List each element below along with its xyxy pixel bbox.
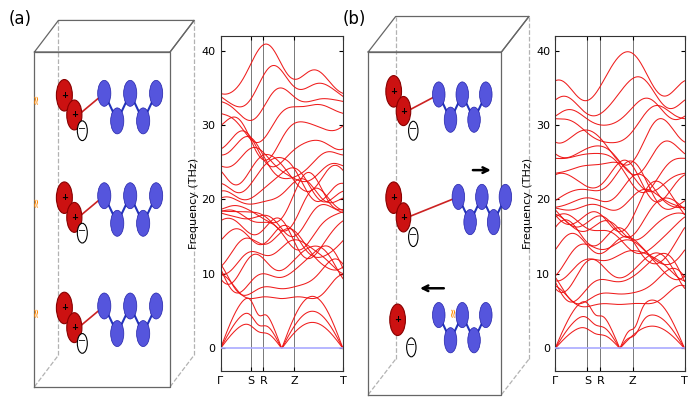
Text: −: − — [78, 226, 86, 236]
Circle shape — [124, 183, 136, 209]
Circle shape — [433, 303, 445, 328]
Circle shape — [111, 210, 124, 236]
Circle shape — [396, 203, 411, 232]
Circle shape — [452, 184, 465, 210]
Text: −: − — [78, 124, 86, 134]
Circle shape — [409, 228, 418, 246]
Circle shape — [499, 184, 512, 210]
Text: +: + — [390, 193, 397, 202]
Circle shape — [136, 108, 150, 134]
Circle shape — [77, 121, 88, 140]
Circle shape — [409, 121, 418, 140]
Text: +: + — [400, 106, 407, 116]
Circle shape — [57, 292, 72, 324]
Text: −: − — [407, 340, 415, 350]
Circle shape — [468, 328, 480, 353]
Circle shape — [386, 182, 402, 213]
Text: +: + — [400, 213, 407, 222]
Text: −: − — [410, 124, 417, 134]
Circle shape — [433, 82, 445, 107]
Circle shape — [464, 210, 477, 235]
Circle shape — [468, 107, 480, 132]
Circle shape — [77, 223, 88, 243]
Circle shape — [124, 80, 136, 106]
Circle shape — [150, 293, 162, 319]
Circle shape — [150, 183, 162, 209]
Circle shape — [480, 82, 492, 107]
Circle shape — [136, 210, 150, 236]
Circle shape — [98, 80, 111, 106]
Circle shape — [487, 210, 500, 235]
Y-axis label: Frequency (THz): Frequency (THz) — [524, 158, 533, 249]
Circle shape — [386, 75, 402, 107]
Circle shape — [444, 107, 457, 132]
Text: ≈: ≈ — [30, 307, 43, 317]
Text: +: + — [61, 91, 68, 100]
Text: (a): (a) — [8, 10, 32, 28]
Circle shape — [98, 293, 111, 319]
Circle shape — [444, 328, 457, 353]
Circle shape — [57, 80, 72, 111]
Text: ≈: ≈ — [30, 94, 43, 104]
Text: +: + — [71, 323, 78, 332]
Circle shape — [66, 313, 82, 343]
Circle shape — [136, 321, 150, 347]
Circle shape — [77, 334, 88, 353]
Circle shape — [475, 184, 488, 210]
Circle shape — [480, 303, 492, 328]
Circle shape — [396, 96, 411, 126]
Circle shape — [124, 293, 136, 319]
Text: +: + — [394, 315, 401, 324]
Circle shape — [66, 202, 82, 233]
Text: +: + — [61, 303, 68, 313]
Circle shape — [456, 303, 468, 328]
Circle shape — [98, 183, 111, 209]
Text: ≈: ≈ — [446, 307, 459, 317]
Text: ≈: ≈ — [30, 197, 43, 207]
Circle shape — [66, 100, 82, 130]
Text: +: + — [390, 87, 397, 96]
Circle shape — [111, 321, 124, 347]
Text: +: + — [71, 213, 78, 222]
Circle shape — [150, 80, 162, 106]
Circle shape — [57, 182, 72, 213]
Text: +: + — [71, 111, 78, 119]
Circle shape — [390, 304, 405, 336]
Text: −: − — [78, 336, 86, 347]
Text: +: + — [61, 193, 68, 202]
Circle shape — [111, 108, 124, 134]
Text: −: − — [410, 230, 417, 240]
Y-axis label: Frequency (THz): Frequency (THz) — [189, 158, 199, 249]
Circle shape — [456, 82, 468, 107]
Circle shape — [407, 338, 416, 357]
Text: (b): (b) — [343, 10, 366, 28]
